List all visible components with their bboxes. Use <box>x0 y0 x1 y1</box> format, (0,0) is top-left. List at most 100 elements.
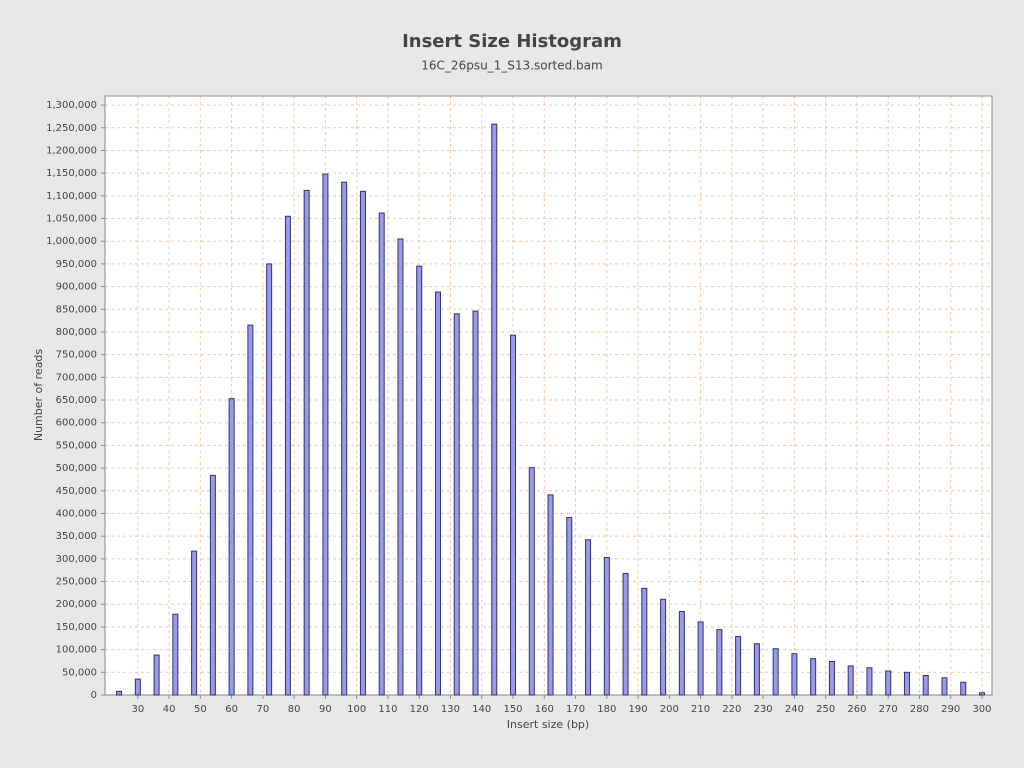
bar <box>266 263 273 696</box>
y-tick-label: 750,000 <box>56 350 97 361</box>
y-tick-label: 0 <box>91 690 97 701</box>
bar <box>828 660 835 696</box>
chart-title: Insert Size Histogram <box>402 31 622 52</box>
bar <box>491 123 498 696</box>
bar <box>528 467 535 696</box>
x-tick-label: 50 <box>194 704 207 715</box>
bar <box>341 181 348 696</box>
x-tick-label: 170 <box>566 704 585 715</box>
bar <box>641 587 648 696</box>
x-tick-label: 60 <box>225 704 238 715</box>
bar <box>547 494 554 696</box>
x-tick-label: 130 <box>441 704 460 715</box>
bar <box>134 678 141 696</box>
bar <box>397 238 404 696</box>
bar <box>303 189 310 696</box>
bar <box>603 557 610 696</box>
chart-subtitle: 16C_26psu_1_S13.sorted.bam <box>421 59 602 73</box>
x-tick-label: 200 <box>660 704 679 715</box>
x-tick-label: 140 <box>472 704 491 715</box>
y-tick-label: 950,000 <box>56 259 97 270</box>
bar <box>585 539 592 696</box>
bar <box>172 613 179 696</box>
y-tick-label: 300,000 <box>56 554 97 565</box>
bar <box>941 677 948 696</box>
y-tick-label: 350,000 <box>56 531 97 542</box>
bar <box>885 670 892 696</box>
x-tick-label: 120 <box>410 704 429 715</box>
bar <box>209 474 216 696</box>
bar <box>416 265 423 696</box>
bar <box>847 665 854 696</box>
x-tick-label: 180 <box>597 704 616 715</box>
y-tick-label: 50,000 <box>62 667 97 678</box>
y-tick-label: 1,050,000 <box>46 214 97 225</box>
bar <box>153 654 160 696</box>
x-tick-label: 30 <box>131 704 144 715</box>
bar <box>322 173 329 696</box>
bar <box>359 190 366 696</box>
x-tick-label: 280 <box>910 704 929 715</box>
bar <box>716 629 723 696</box>
bar <box>116 690 123 696</box>
x-tick-label: 40 <box>163 704 176 715</box>
bar <box>922 674 929 696</box>
x-tick-label: 220 <box>722 704 741 715</box>
y-tick-label: 1,200,000 <box>46 145 97 156</box>
x-tick-label: 240 <box>785 704 804 715</box>
y-tick-label: 250,000 <box>56 577 97 588</box>
x-tick-label: 190 <box>629 704 648 715</box>
y-tick-label: 700,000 <box>56 372 97 383</box>
bar <box>284 215 291 696</box>
y-tick-label: 850,000 <box>56 304 97 315</box>
x-tick-label: 250 <box>816 704 835 715</box>
bar <box>660 598 667 696</box>
bar <box>735 635 742 696</box>
y-tick-label: 1,100,000 <box>46 191 97 202</box>
y-tick-label: 900,000 <box>56 282 97 293</box>
bar <box>453 313 460 696</box>
y-tick-label: 1,150,000 <box>46 168 97 179</box>
x-tick-label: 150 <box>503 704 522 715</box>
bar <box>903 671 910 696</box>
x-tick-label: 110 <box>378 704 397 715</box>
bar <box>791 653 798 696</box>
y-tick-label: 500,000 <box>56 463 97 474</box>
bar <box>697 621 704 696</box>
y-tick-label: 550,000 <box>56 440 97 451</box>
x-tick-label: 70 <box>257 704 270 715</box>
bar <box>753 643 760 696</box>
bar <box>378 212 385 696</box>
bar <box>866 667 873 696</box>
x-tick-label: 210 <box>691 704 710 715</box>
y-tick-label: 150,000 <box>56 622 97 633</box>
x-tick-label: 100 <box>347 704 366 715</box>
bar <box>810 658 817 696</box>
bar <box>960 681 967 696</box>
bar <box>191 550 198 696</box>
bar <box>772 648 779 696</box>
x-tick-label: 90 <box>319 704 332 715</box>
bar <box>472 310 479 696</box>
y-tick-label: 200,000 <box>56 599 97 610</box>
y-axis-label: Number of reads <box>32 349 45 442</box>
bar <box>510 334 517 696</box>
y-tick-label: 1,250,000 <box>46 123 97 134</box>
y-tick-label: 1,000,000 <box>46 236 97 247</box>
x-tick-label: 270 <box>879 704 898 715</box>
x-tick-label: 300 <box>972 704 991 715</box>
y-tick-label: 450,000 <box>56 486 97 497</box>
bar <box>228 398 235 696</box>
y-tick-label: 650,000 <box>56 395 97 406</box>
bar <box>434 291 441 696</box>
bar <box>678 611 685 696</box>
x-tick-label: 230 <box>754 704 773 715</box>
y-tick-label: 600,000 <box>56 418 97 429</box>
x-axis-label: Insert size (bp) <box>507 718 589 731</box>
x-tick-label: 160 <box>535 704 554 715</box>
bar <box>978 692 985 696</box>
y-tick-label: 100,000 <box>56 645 97 656</box>
y-tick-label: 1,300,000 <box>46 100 97 111</box>
